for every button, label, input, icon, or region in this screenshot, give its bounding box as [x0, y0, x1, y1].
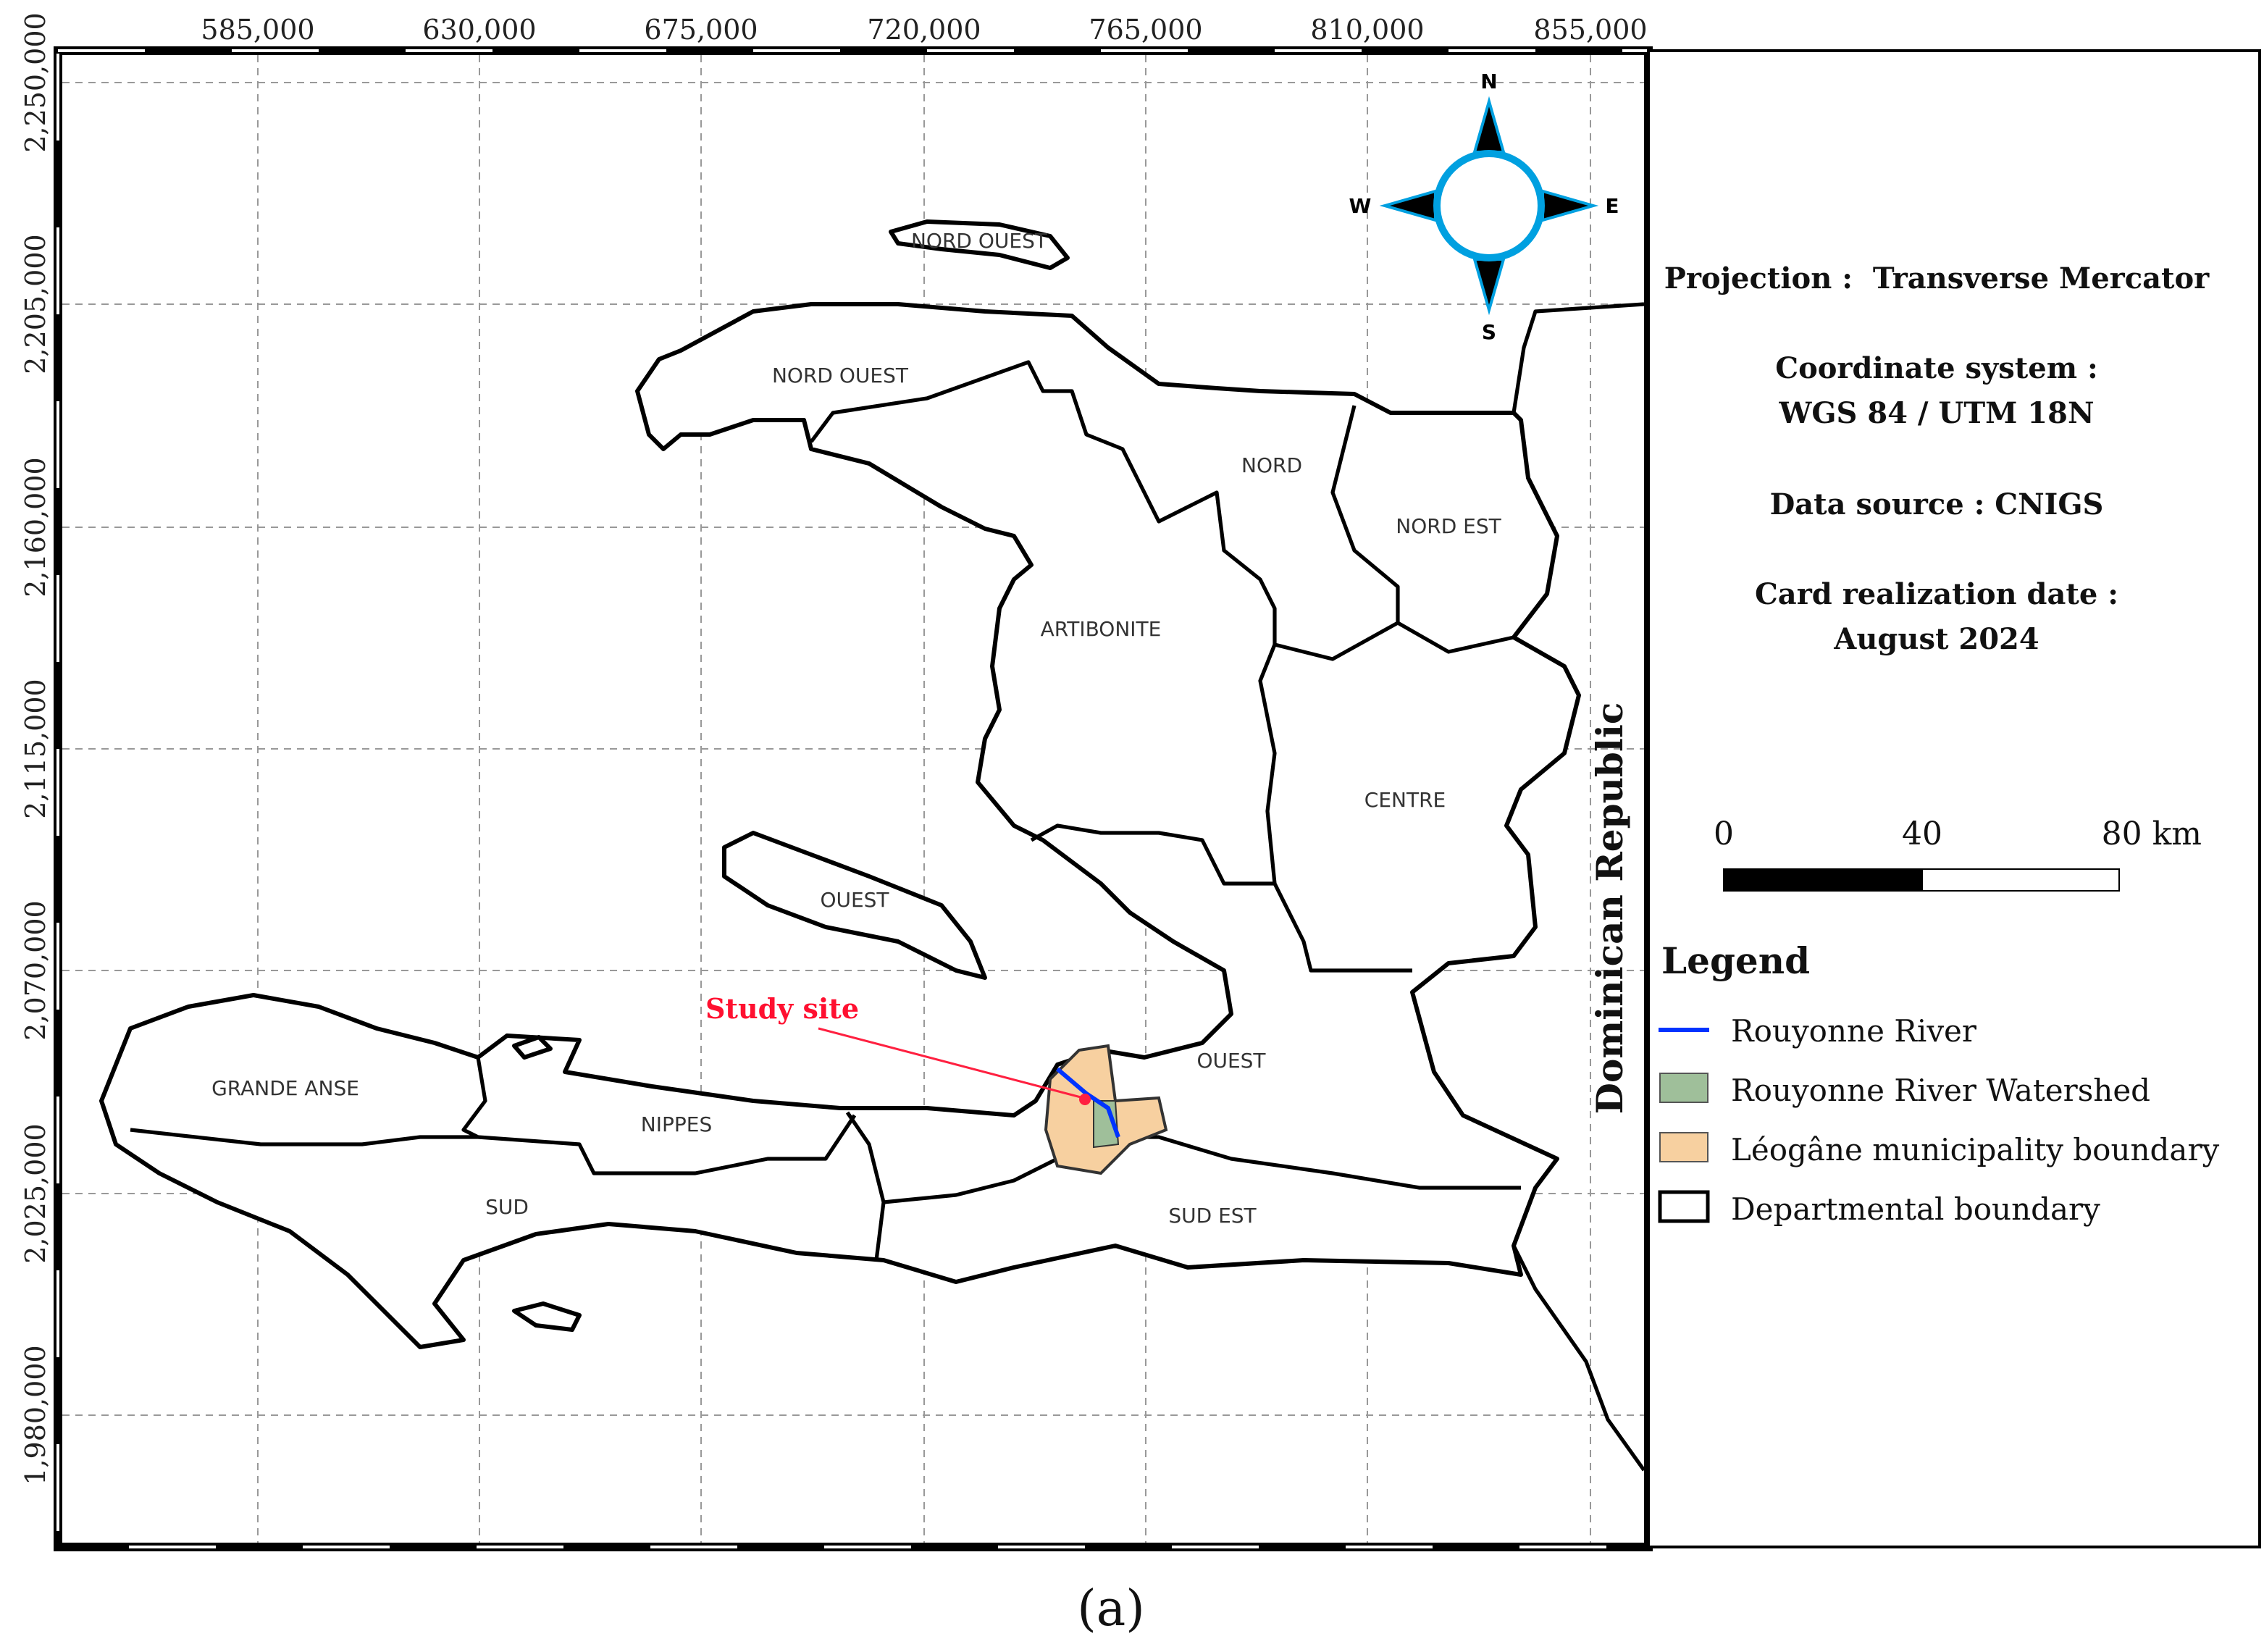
legend-item: Rouyonne River Watershed	[1731, 1073, 2150, 1108]
region-label: NORD OUEST	[772, 364, 909, 387]
region-label: NORD	[1241, 453, 1302, 477]
y-tick-label: 2,070,000	[20, 900, 51, 1040]
river	[1056, 1067, 1120, 1138]
compass-letter: S	[1482, 320, 1496, 344]
legend-department-symbol	[1658, 1190, 1710, 1223]
dr-border	[1512, 302, 1646, 1472]
region-label: NORD OUEST	[911, 229, 1048, 253]
scale-bar-black	[1723, 868, 1923, 892]
region-label: OUEST	[1196, 1049, 1266, 1073]
legend-watershed-symbol	[1659, 1073, 1709, 1103]
info-text: Projection : Transverse Mercator	[1664, 261, 2210, 295]
x-tick-label: 810,000	[1310, 14, 1424, 46]
legend-item: Léogâne municipality boundary	[1731, 1132, 2220, 1167]
x-tick-label: 630,000	[422, 14, 536, 46]
region-label: ARTIBONITE	[1041, 617, 1162, 641]
region-label: CENTRE	[1364, 788, 1446, 812]
compass-letter: E	[1605, 194, 1619, 218]
x-tick-label: 855,000	[1533, 14, 1647, 46]
region-label: NIPPES	[641, 1112, 712, 1136]
labels: 585,000 630,000 675,000 720,000 765,000 810,0…	[20, 12, 2220, 1638]
cayemites	[512, 1035, 553, 1060]
gonave-island	[722, 831, 987, 980]
country-label: Dominican Republic	[1588, 703, 1631, 1115]
tortuga-island	[889, 219, 1070, 270]
y-tick-label: 2,115,000	[20, 679, 51, 818]
y-tick-label: 2,160,000	[20, 457, 51, 597]
x-tick-label: 585,000	[201, 14, 314, 46]
study-site-pointer	[818, 1027, 1084, 1099]
study-site-label: Study site	[705, 992, 859, 1025]
department-boundaries	[130, 360, 1521, 1261]
scale-bar-white	[1921, 868, 2120, 892]
side-panel	[1647, 49, 2261, 1548]
ile-a-vache	[512, 1301, 582, 1332]
y-tick-label: 1,980,000	[20, 1345, 51, 1485]
y-tick-label: 2,250,000	[20, 12, 51, 152]
legend-item: Departmental boundary	[1731, 1191, 2100, 1227]
x-tick-label: 720,000	[867, 14, 981, 46]
x-tick-label: 675,000	[644, 14, 758, 46]
region-label: NORD EST	[1396, 514, 1501, 538]
x-tick-label: 765,000	[1089, 14, 1202, 46]
compass-letter: N	[1480, 70, 1497, 93]
legend-title: Legend	[1661, 939, 1810, 982]
watershed	[1093, 1100, 1120, 1149]
region-label: SUD	[485, 1195, 529, 1219]
info-text: Coordinate system :	[1775, 351, 2098, 385]
y-tick-label: 2,205,000	[20, 234, 51, 374]
info-text: August 2024	[1833, 622, 2039, 656]
compass	[1379, 96, 1599, 316]
compass-letter: W	[1349, 194, 1372, 218]
legend-item: Rouyonne River	[1731, 1013, 1977, 1049]
scale-label: 40	[1902, 815, 1942, 852]
legend-leogane-symbol	[1659, 1132, 1709, 1162]
scale-label: 80 km	[2102, 815, 2202, 852]
info-text: Data source : CNIGS	[1770, 487, 2104, 521]
study-site-dot	[1079, 1094, 1091, 1105]
region-label: SUD EST	[1168, 1204, 1257, 1228]
mainland	[99, 302, 1581, 1349]
y-tick-label: 2,025,000	[20, 1123, 51, 1263]
region-label: OUEST	[820, 888, 889, 912]
info-text: Card realization date :	[1755, 577, 2118, 611]
scale-label: 0	[1714, 815, 1734, 852]
caption: (a)	[1077, 1580, 1145, 1638]
info-text: WGS 84 / UTM 18N	[1778, 396, 2094, 430]
region-label: GRANDE ANSE	[211, 1076, 359, 1100]
